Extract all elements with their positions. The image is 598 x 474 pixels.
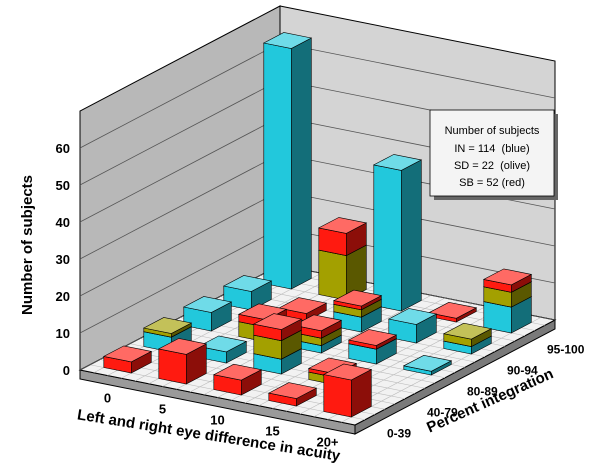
bar-segment bbox=[372, 154, 423, 312]
z-tick-label: 10 bbox=[56, 326, 70, 341]
legend-entry: SB = 52 (red) bbox=[459, 177, 525, 189]
bar-front bbox=[158, 348, 187, 385]
bar-front bbox=[323, 374, 352, 418]
bar-segment bbox=[402, 354, 453, 376]
z-tick-label: 0 bbox=[63, 363, 70, 378]
bar-top bbox=[307, 357, 358, 375]
depth-tick-label: 95-100 bbox=[547, 343, 585, 357]
bar-top bbox=[402, 354, 453, 372]
bar-segment bbox=[142, 317, 193, 338]
x-tick-label: 20+ bbox=[316, 435, 338, 450]
bar-top bbox=[372, 154, 423, 171]
bar-segment bbox=[277, 297, 328, 322]
bar-top bbox=[197, 335, 248, 353]
z-tick-label: 30 bbox=[56, 252, 70, 267]
depth-tick-label: 80-89 bbox=[467, 385, 498, 399]
bar-top bbox=[142, 317, 193, 334]
bar-segment bbox=[262, 32, 313, 290]
legend-box bbox=[429, 109, 555, 197]
bar-side bbox=[290, 37, 312, 290]
bar-top bbox=[182, 296, 233, 313]
legend-entry: SD = 22 (olive) bbox=[454, 160, 530, 172]
bar-segment bbox=[332, 289, 383, 311]
z-tick-label: 40 bbox=[56, 215, 70, 230]
bar-segment bbox=[482, 268, 533, 293]
bar-segment bbox=[387, 308, 438, 344]
bar-top bbox=[237, 303, 288, 321]
bar-segment bbox=[442, 322, 493, 348]
bar-top bbox=[292, 314, 343, 332]
z-axis-title: Number of subjects bbox=[19, 175, 36, 315]
bar-side bbox=[400, 159, 422, 312]
x-tick-label: 5 bbox=[159, 402, 166, 417]
bar-segment bbox=[102, 345, 153, 374]
bar-top bbox=[442, 322, 493, 340]
bar-top bbox=[387, 308, 438, 325]
z-tick-label: 60 bbox=[56, 141, 70, 156]
bar-segment bbox=[317, 217, 368, 257]
bar-segment bbox=[252, 313, 303, 342]
x-tick-label: 0 bbox=[104, 391, 111, 406]
bar-front bbox=[373, 164, 402, 312]
x-tick-label: 15 bbox=[265, 424, 279, 439]
bar-segment bbox=[157, 338, 208, 385]
bar-front bbox=[263, 42, 292, 290]
bar-top bbox=[322, 363, 373, 381]
bar-top bbox=[157, 338, 208, 355]
bar-segment bbox=[427, 301, 478, 323]
bar-top bbox=[262, 32, 313, 49]
bar-top bbox=[277, 297, 328, 314]
legend: Number of subjects IN = 114 (blue) SD = 22… bbox=[429, 109, 558, 200]
legend-title: Number of subjects bbox=[445, 125, 540, 137]
depth-tick-label: 0-39 bbox=[387, 427, 411, 441]
z-tick-label: 50 bbox=[56, 178, 70, 193]
depth-tick-label: 90-94 bbox=[507, 364, 538, 378]
bar-front bbox=[318, 249, 347, 301]
legend-entry: IN = 114 (blue) bbox=[454, 143, 529, 155]
bar-top bbox=[102, 345, 153, 363]
x-tick-label: 10 bbox=[210, 413, 224, 428]
bar-top bbox=[482, 268, 533, 286]
bar-segment bbox=[347, 329, 398, 350]
bar-top bbox=[427, 301, 478, 319]
bar-top bbox=[252, 313, 303, 330]
bar-top bbox=[267, 382, 318, 399]
bar-segment bbox=[322, 363, 373, 418]
depth-tick-label: 40-79 bbox=[427, 406, 458, 420]
bar-top bbox=[317, 217, 368, 234]
bar-top bbox=[347, 329, 398, 346]
bar-top bbox=[212, 363, 263, 381]
bar-segment bbox=[267, 382, 318, 407]
z-tick-label: 20 bbox=[56, 289, 70, 304]
bar-top bbox=[332, 289, 383, 307]
bar-top bbox=[222, 275, 273, 292]
bar-segment bbox=[212, 363, 263, 396]
